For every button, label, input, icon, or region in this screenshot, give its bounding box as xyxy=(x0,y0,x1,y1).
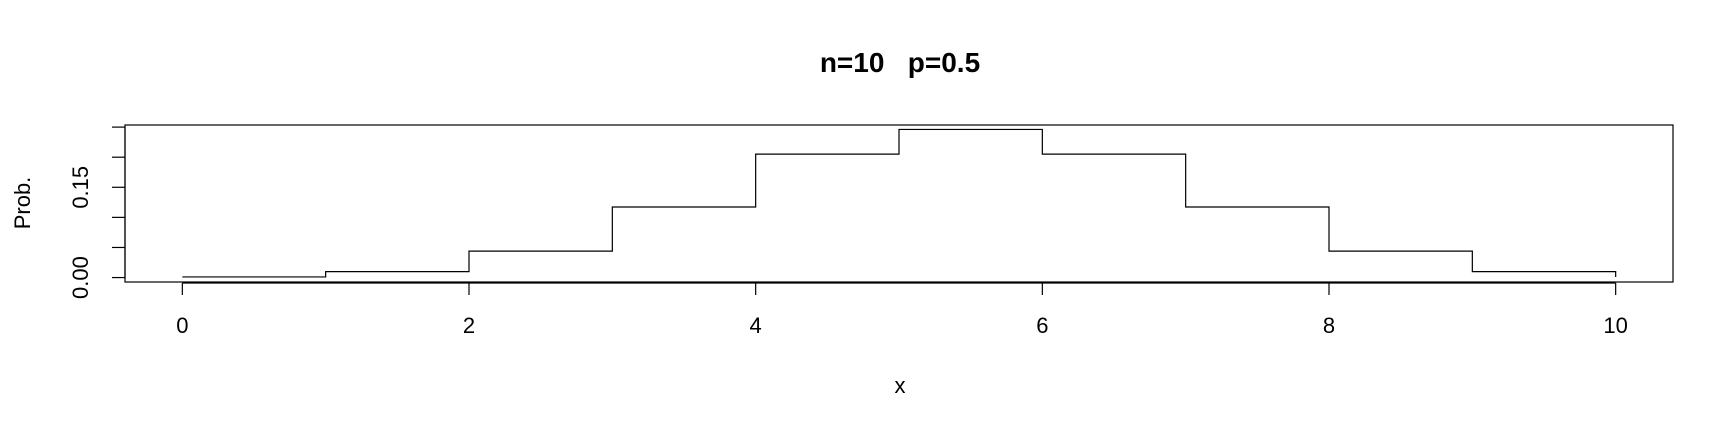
x-tick-label: 8 xyxy=(1323,313,1335,338)
x-tick-label: 4 xyxy=(750,313,762,338)
x-tick-label: 0 xyxy=(176,313,188,338)
x-axis-label: x xyxy=(895,373,906,398)
step-series xyxy=(182,128,1617,278)
x-axis: 0 2 4 6 8 10 xyxy=(176,282,1628,338)
x-tick-label: 6 xyxy=(1036,313,1048,338)
chart-title: n=10 p=0.5 xyxy=(820,47,980,78)
step-line xyxy=(182,128,1617,278)
y-tick-label: 0.15 xyxy=(68,166,93,209)
y-axis-label: Prob. xyxy=(10,177,35,230)
x-tick-label: 10 xyxy=(1603,313,1627,338)
y-axis: 0.00 0.15 xyxy=(68,126,126,299)
y-tick-label: 0.00 xyxy=(68,256,93,299)
x-tick-label: 2 xyxy=(463,313,475,338)
